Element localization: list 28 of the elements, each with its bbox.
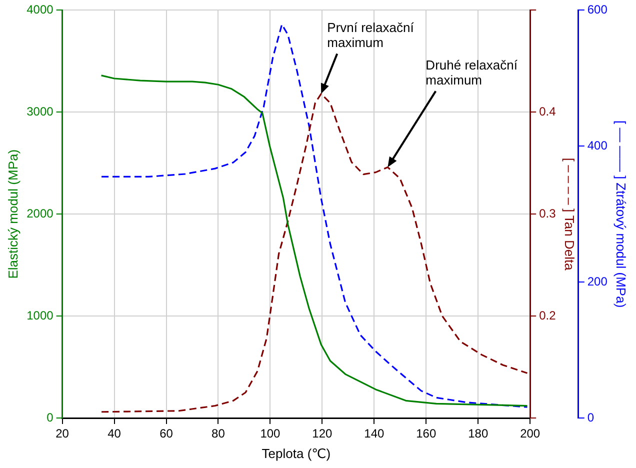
y-tick-label: 0 <box>46 410 54 424</box>
y2-tick-label: 0.2 <box>539 308 556 322</box>
y3-axis-title: [ –– —— ] Ztrátový modul (MPa) <box>614 120 629 308</box>
x-tick-label: 80 <box>212 426 226 441</box>
x-tick-label: 200 <box>520 426 540 441</box>
x-tick-label: 180 <box>468 426 488 441</box>
x-tick-label: 160 <box>416 426 436 441</box>
annotation: Druhé relaxační maximum <box>426 57 518 88</box>
x-tick-label: 40 <box>108 426 122 441</box>
x-tick-label: 100 <box>260 426 281 441</box>
x-tick-label: 60 <box>160 426 174 441</box>
y2-tick-label: 0.4 <box>539 104 556 118</box>
y-tick-label: 2000 <box>26 206 54 220</box>
y2-tick-label: 0.3 <box>539 206 556 220</box>
x-tick-label: 120 <box>312 426 333 441</box>
x-axis-title: Teplota (℃) <box>262 446 331 461</box>
y3-tick-label: 200 <box>587 274 608 288</box>
y-tick-label: 4000 <box>26 2 54 17</box>
y3-tick-label: 400 <box>587 138 608 152</box>
y-tick-label: 1000 <box>26 308 54 322</box>
y-axis-title: Elastický modul (MPa) <box>5 149 20 279</box>
y-tick-label: 3000 <box>26 104 54 118</box>
x-tick-label: 140 <box>364 426 384 441</box>
annotation: První relaxační maximum <box>327 20 414 50</box>
x-tick-label: 20 <box>56 426 70 441</box>
y2-axis-title: [ – – – – ] Tan Delta <box>562 158 577 272</box>
y3-tick-label: 0 <box>587 410 594 424</box>
y3-tick-label: 600 <box>587 2 608 17</box>
